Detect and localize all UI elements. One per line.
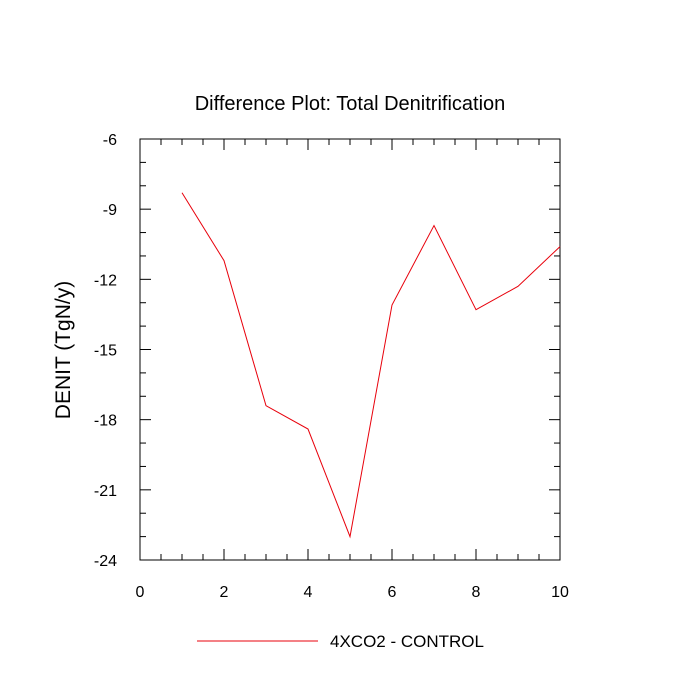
y-tick-label: -9 [103,202,117,219]
legend: 4XCO2 - CONTROL [197,632,484,651]
x-tick-labels: 0 2 4 6 8 10 [136,584,569,601]
x-tick-label: 10 [551,584,569,601]
plot-frame [139,138,561,561]
axis-ticks [139,138,561,561]
legend-label-4xco2-control: 4XCO2 - CONTROL [330,632,484,651]
y-tick-labels: -6 -9 -12 -15 -18 -21 -24 [94,132,117,570]
x-tick-label: 2 [220,584,229,601]
series-line-4xco2-control [181,192,561,539]
y-tick-label: -21 [94,483,117,500]
x-tick-label: 4 [304,584,313,601]
y-tick-label: -15 [94,343,117,360]
chart-title: Difference Plot: Total Denitrification [195,93,506,115]
y-tick-label: -12 [94,272,117,289]
y-axis-label: DENIT (TgN/y) [52,281,75,419]
x-tick-label: 8 [472,584,481,601]
x-tick-label: 0 [136,584,145,601]
y-tick-label: -18 [94,413,117,430]
series-layer [181,192,561,539]
y-tick-label: -24 [94,553,117,570]
y-tick-label: -6 [103,132,117,149]
x-tick-label: 6 [388,584,397,601]
